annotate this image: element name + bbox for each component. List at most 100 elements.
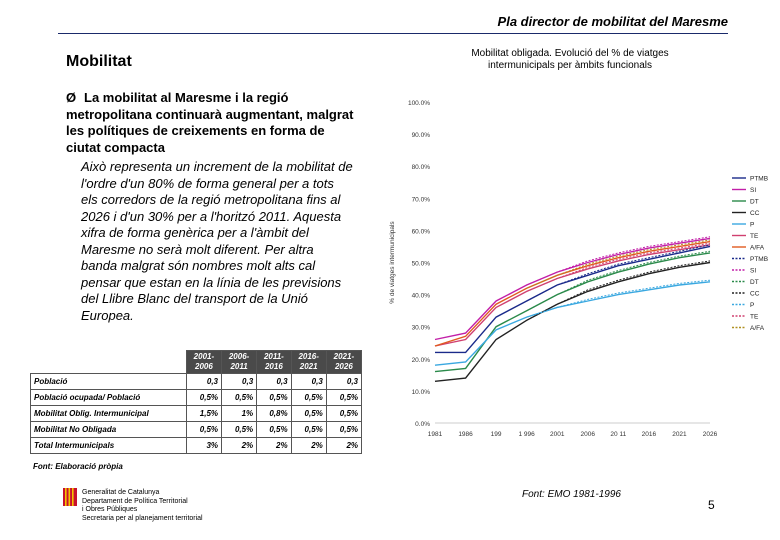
x-tick-label: 1981 (428, 431, 443, 438)
y-tick-label: 70.0% (412, 196, 431, 203)
series-line (435, 245, 711, 354)
table-row: Total Intermunicipals 3% 2% 2% 2% 2% (30, 437, 363, 454)
x-tick-label: 2021 (672, 431, 687, 438)
bullet-text: La mobilitat al Maresme i la regió metro… (66, 90, 354, 155)
y-tick-label: 90.0% (412, 132, 431, 139)
series-line (434, 252, 711, 373)
table-source: Font: Elaboració pròpia (33, 462, 123, 471)
body-paragraph: Això representa un increment de la mobil… (81, 159, 353, 323)
x-tick-label: 2006 (581, 431, 596, 438)
y-tick-label: 20.0% (412, 357, 431, 364)
header-part: 2001- (193, 352, 215, 361)
table-cell: 0,3 (220, 373, 258, 390)
x-tick-label: 2016 (642, 431, 657, 438)
x-tick-label: 199 (491, 431, 502, 438)
table-cell: 0,5% (220, 389, 258, 406)
table-cell: 0,5% (325, 405, 363, 422)
header-part: 2021 (299, 362, 318, 371)
table-cell: 0,3 (290, 373, 327, 390)
table-cell: 3% (185, 437, 223, 454)
series-line (434, 244, 711, 347)
legend-label: DT (750, 279, 759, 286)
legend-label: PTMB (750, 256, 768, 263)
chart-title: Mobilitat obligada. Evolució del % de vi… (471, 48, 669, 71)
series-line (434, 261, 711, 382)
org-line: Generalitat de Catalunya (82, 489, 160, 496)
x-tick-label: 2001 (550, 431, 565, 438)
x-tick-label: 20 11 (610, 431, 626, 438)
table-header-period: 2016- 2021 (290, 350, 327, 374)
table-header-period: 2011- 2016 (256, 350, 292, 374)
row-label: Mobilitat Oblig. Intermunicipal (30, 405, 187, 422)
series-line (526, 242, 711, 292)
table-cell: 0,3 (325, 373, 363, 390)
table-cell: 0,8% (256, 405, 292, 422)
row-label: Mobilitat No Obligada (30, 421, 187, 438)
series-line (434, 240, 711, 347)
bullet-point: Ø La mobilitat al Maresme i la regió met… (66, 90, 356, 156)
legend-label: CC (750, 291, 760, 298)
x-tick-label: 1 996 (519, 431, 536, 438)
header-divider (58, 33, 728, 34)
table-row: Mobilitat No Obligada 0,5% 0,5% 0,5% 0,5% 0,5… (30, 421, 363, 438)
org-line: Departament de Política Territorial (82, 497, 188, 505)
header-part: 2011- (263, 352, 284, 361)
header-part: 2011 (230, 362, 248, 371)
y-tick-label: 40.0% (412, 293, 431, 300)
generalitat-logo-icon (63, 488, 77, 506)
table-cell: 2% (325, 437, 363, 454)
table-cell: 0,5% (256, 421, 292, 438)
table-cell: 0,5% (325, 389, 363, 406)
growth-table: 2001- 2006 2006- 2011 2011- 2016 2016- 2021 2021… (30, 350, 363, 454)
table-cell: 0,5% (325, 421, 363, 438)
series-line (526, 279, 711, 318)
header-part: 2016- (298, 352, 319, 361)
y-tick-label: 80.0% (412, 164, 431, 171)
x-tick-label: 1986 (458, 431, 473, 438)
table-header-blank (30, 350, 187, 374)
table-cell: 0,5% (290, 389, 327, 406)
table-cell: 0,5% (185, 389, 223, 406)
series-line (526, 239, 711, 289)
series-line (526, 260, 711, 321)
table-row: Mobilitat Oblig. Intermunicipal 1,5% 1% 0,8… (30, 405, 363, 422)
y-tick-label: 100.0% (408, 100, 430, 107)
series-line (434, 281, 711, 366)
table-cell: 0,5% (185, 421, 223, 438)
table-cell: 1% (220, 405, 258, 422)
legend-label: P (750, 222, 754, 229)
table-header-row: 2001- 2006 2006- 2011 2011- 2016 2016- 2021 2021… (30, 350, 363, 374)
table-cell: 0,5% (256, 389, 292, 406)
table-row: Població 0,3 0,3 0,3 0,3 0,3 (30, 373, 363, 390)
section-title: Mobilitat (66, 53, 132, 70)
y-tick-label: 50.0% (412, 261, 431, 268)
table-cell: 2% (256, 437, 292, 454)
y-tick-label: 60.0% (412, 228, 431, 235)
legend-label: SI (750, 187, 756, 194)
series-line (526, 236, 711, 286)
table-body: Població 0,3 0,3 0,3 0,3 0,3 Població ocupada/… (30, 373, 363, 454)
table-cell: 0,3 (256, 373, 292, 390)
table-cell: 0,5% (290, 405, 327, 422)
page-number: 5 (708, 498, 715, 512)
table-cell: 2% (290, 437, 327, 454)
organization-name: Generalitat de Catalunya Departament de … (82, 489, 203, 523)
row-label: Població (30, 373, 187, 390)
y-tick-label: 0.0% (415, 421, 430, 428)
table-cell: 0,5% (290, 421, 327, 438)
legend-label: TE (750, 233, 759, 240)
y-tick-label: 10.0% (412, 389, 431, 396)
org-line: Secretaria per al planejament territoria… (82, 514, 203, 522)
header-part: 2021- (333, 352, 355, 361)
x-tick-label: 2026 (703, 431, 718, 438)
legend-label: P (750, 302, 754, 309)
header-title: Pla director de mobilitat del Maresme (497, 14, 728, 29)
legend-label: A/FA (750, 245, 765, 252)
table-cell: 0,3 (185, 373, 223, 390)
legend-label: CC (750, 210, 760, 217)
table-cell: 1,5% (185, 405, 223, 422)
row-label: Població ocupada/ Població (30, 389, 187, 406)
header-part: 2026 (334, 362, 353, 371)
header-part: 2006 (195, 362, 213, 371)
table-header-period: 2006- 2011 (220, 350, 258, 374)
